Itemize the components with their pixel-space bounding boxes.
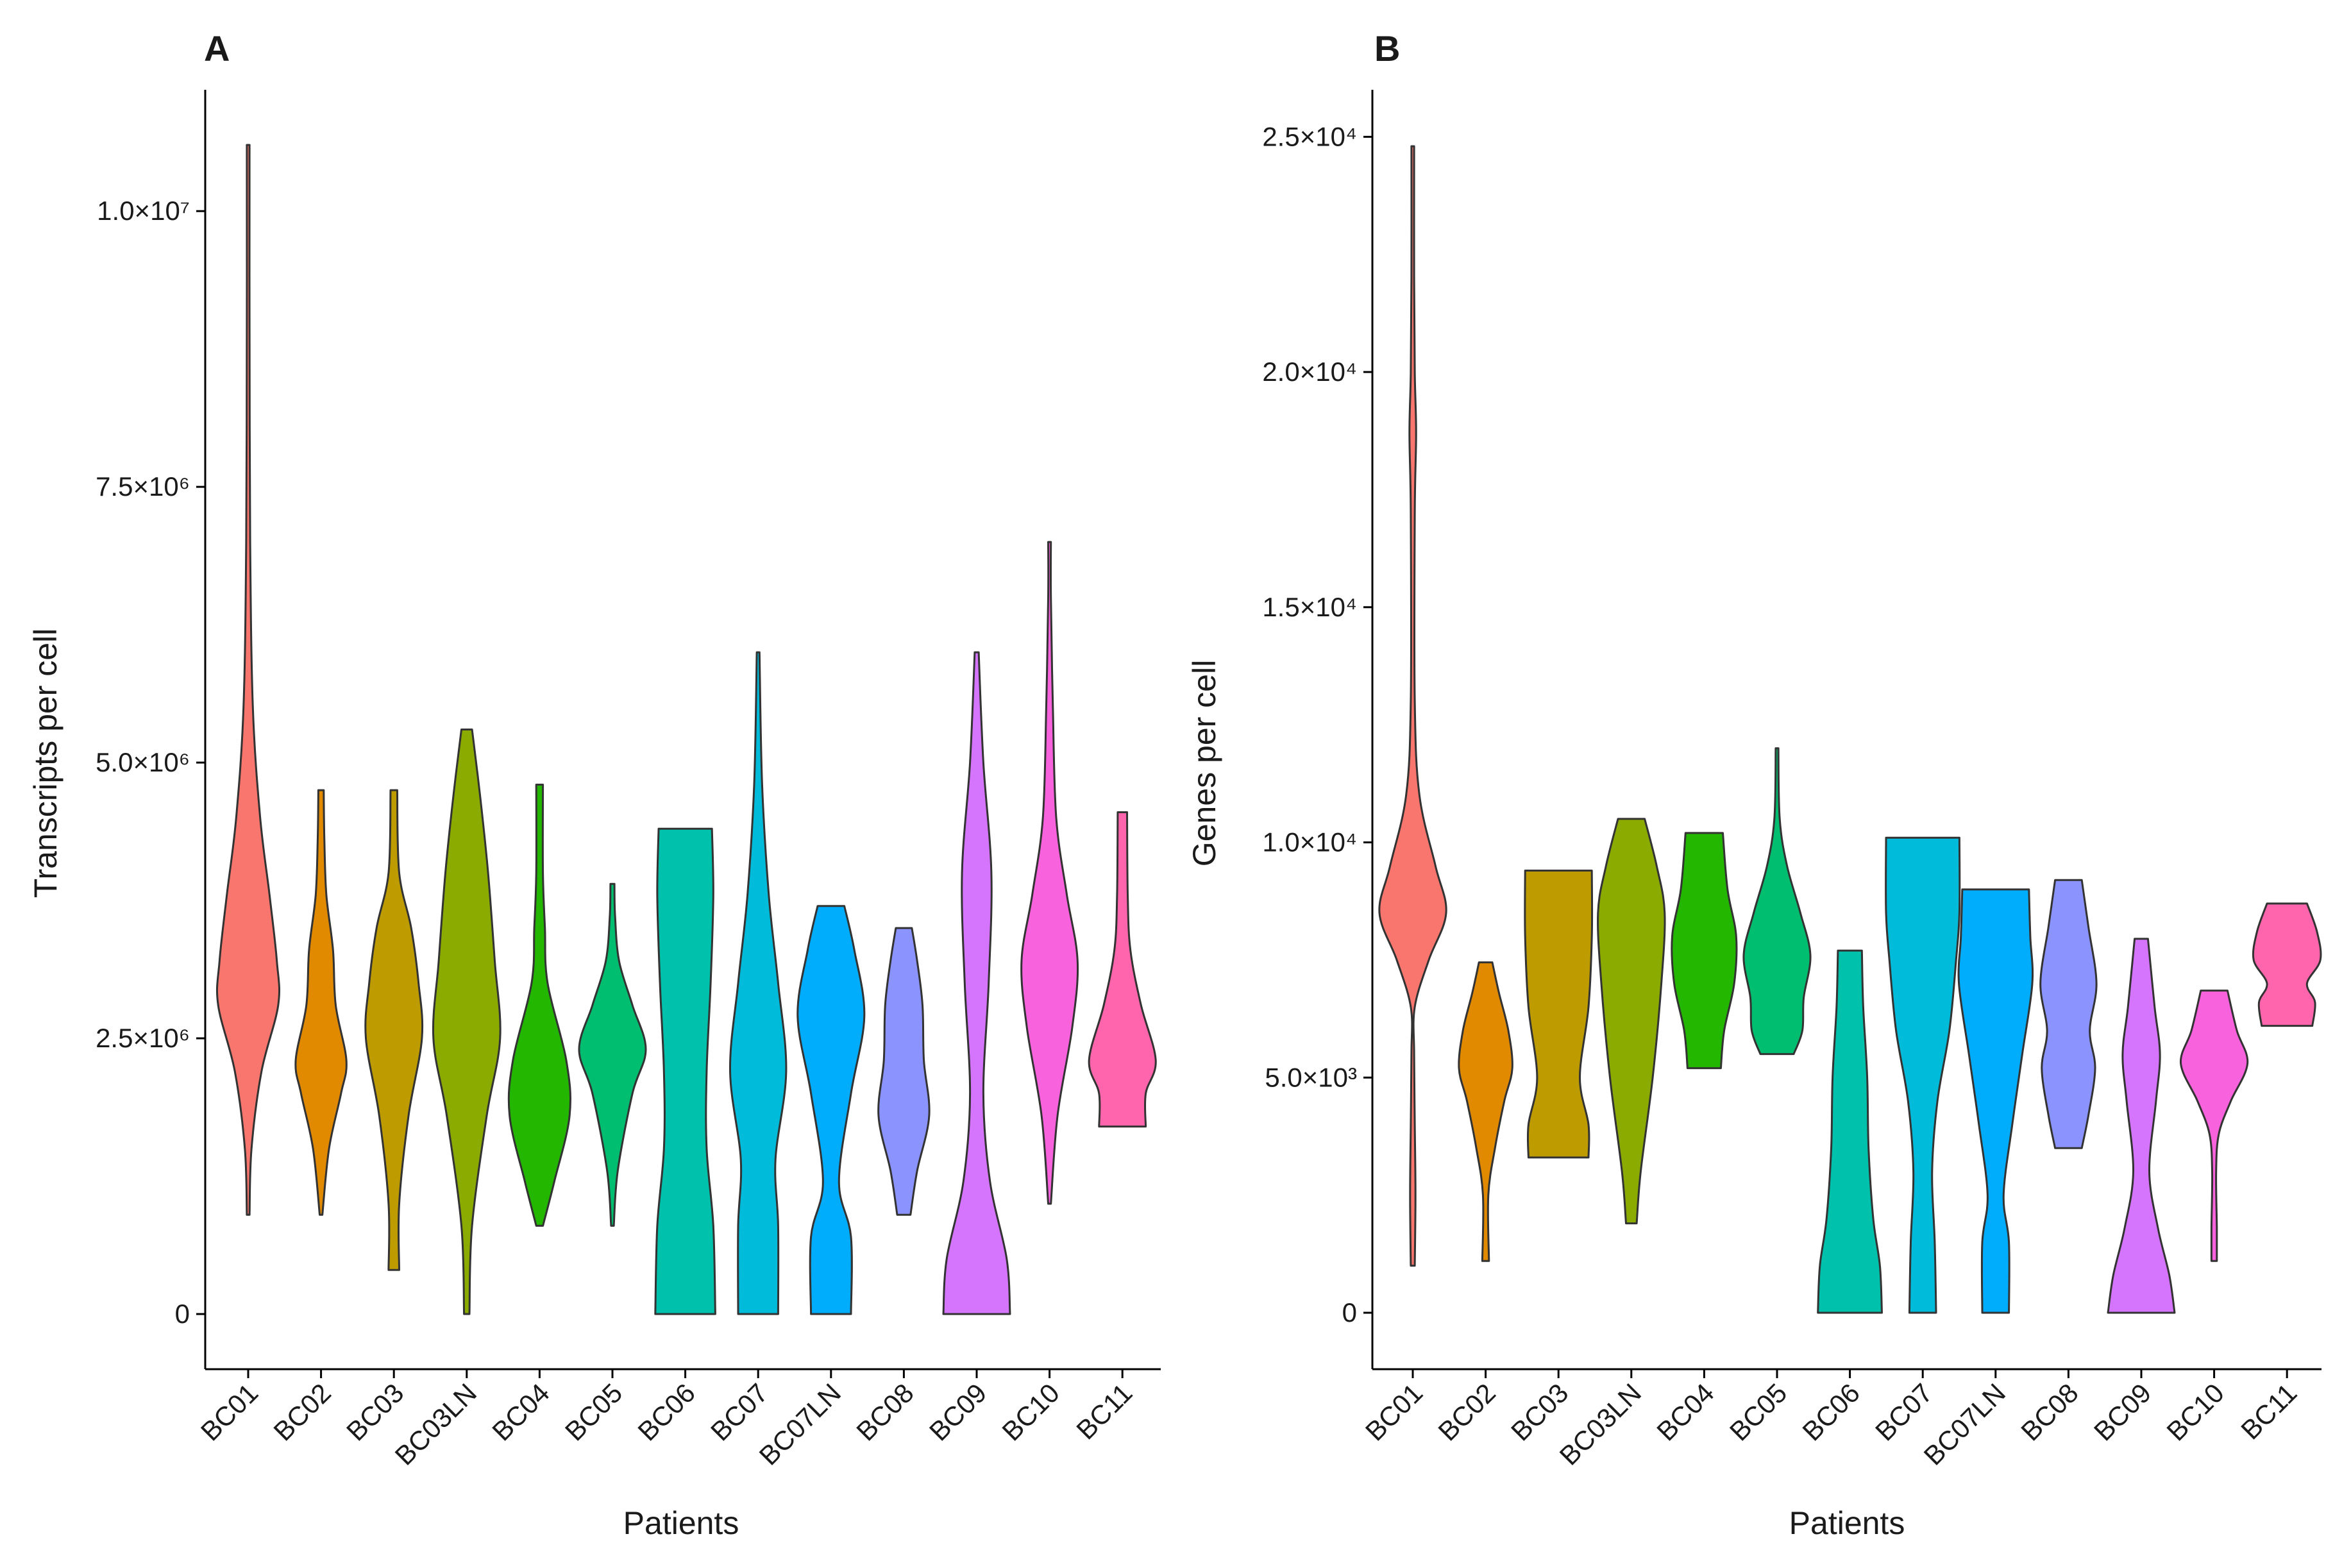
violin-bc08 bbox=[2039, 879, 2098, 1149]
violin-bc01 bbox=[215, 144, 281, 1216]
panel-a-x-tick-label: BC10 bbox=[996, 1378, 1065, 1447]
violin-bc05 bbox=[1742, 747, 1812, 1056]
panel-b-x-tick-label: BC04 bbox=[1651, 1378, 1720, 1447]
violin-bc03ln bbox=[432, 729, 501, 1315]
panel-b-y-tick-label: 2.0×10⁴ bbox=[1262, 357, 1357, 387]
panel-a-y-axis-title: Transcripts per cell bbox=[28, 628, 63, 898]
violin-bc04 bbox=[507, 784, 572, 1227]
panel-b-x-tick-label: BC08 bbox=[2015, 1378, 2084, 1447]
panel-a-x-tick-label: BC01 bbox=[195, 1378, 264, 1447]
panel-a-x-tick-label: BC07 bbox=[705, 1378, 774, 1447]
panel-a-x-tick-label: BC07LN bbox=[754, 1378, 847, 1471]
panel-b-letter: B bbox=[1374, 28, 1400, 69]
violin-bc02 bbox=[1458, 961, 1513, 1262]
violin-bc02 bbox=[294, 789, 348, 1216]
panel-b-x-tick-label: BC07 bbox=[1869, 1378, 1939, 1447]
panel-b-y-tick-label: 1.0×10⁴ bbox=[1262, 827, 1357, 857]
violin-bc07 bbox=[729, 651, 788, 1315]
violin-bc06 bbox=[1817, 949, 1883, 1314]
violin-bc06 bbox=[654, 827, 716, 1315]
panel-a-x-axis-title: Patients bbox=[623, 1505, 739, 1541]
violin-bc07ln bbox=[796, 905, 866, 1315]
panel-b-x-tick-label: BC06 bbox=[1796, 1378, 1866, 1447]
panel-a-y-ticks: 0 2.5×10⁶ 5.0×10⁶ 7.5×10⁶ 1.0×10⁷ bbox=[96, 196, 205, 1329]
panel-a-x-tick-label: BC03 bbox=[341, 1378, 410, 1447]
panel-a-x-tick-label: BC08 bbox=[850, 1378, 920, 1447]
violin-bc03 bbox=[1524, 870, 1594, 1159]
panel-b-x-axis-title: Patients bbox=[1789, 1505, 1905, 1541]
panel-b-x-tick-label: BC11 bbox=[2235, 1378, 2302, 1445]
panel-b-y-tick-label: 1.5×10⁴ bbox=[1262, 592, 1357, 622]
panel-b-x-tick-label: BC03LN bbox=[1554, 1378, 1647, 1471]
violin-bc04 bbox=[1671, 832, 1738, 1070]
panel-a-x-tick-label: BC09 bbox=[923, 1378, 993, 1447]
violin-bc10 bbox=[2180, 990, 2249, 1262]
violin-bc11 bbox=[2252, 902, 2322, 1027]
violin-bc07ln bbox=[1957, 888, 2034, 1314]
panel-b-y-tick-label: 0 bbox=[1342, 1297, 1357, 1328]
violin-bc03ln bbox=[1597, 818, 1666, 1225]
panel-b-y-axis-title: Genes per cell bbox=[1186, 660, 1222, 866]
panel-b-x-tick-label: BC01 bbox=[1360, 1378, 1429, 1447]
panel-b-x-tick-label: BC03 bbox=[1505, 1378, 1574, 1447]
panel-a-x-tick-label: BC03LN bbox=[389, 1378, 482, 1471]
panel-a-violins bbox=[215, 144, 1157, 1315]
panel-a-x-tick-label: BC05 bbox=[559, 1378, 628, 1447]
violin-bc09 bbox=[2107, 938, 2176, 1314]
violin-bc10 bbox=[1020, 541, 1079, 1205]
panel-a-letter: A bbox=[204, 28, 230, 69]
panel-b-y-tick-label: 2.5×10⁴ bbox=[1262, 121, 1357, 151]
panel-a-y-tick-label: 2.5×10⁶ bbox=[96, 1023, 190, 1053]
panel-a-y-tick-label: 7.5×10⁶ bbox=[96, 471, 190, 502]
panel-a: A 0 2.5×10⁶ 5.0×10⁶ 7.5×10⁶ 1.0×10⁷ BC01 BC02… bbox=[28, 28, 1161, 1541]
panel-b-x-tick-label: BC07LN bbox=[1918, 1378, 2011, 1471]
violin-bc07 bbox=[1885, 836, 1961, 1314]
violin-bc03 bbox=[364, 789, 424, 1271]
panel-a-y-tick-label: 0 bbox=[175, 1299, 190, 1329]
panel-a-x-tick-label: BC04 bbox=[486, 1378, 555, 1447]
panel-a-y-tick-label: 5.0×10⁶ bbox=[96, 747, 190, 777]
panel-a-x-tick-label: BC06 bbox=[632, 1378, 701, 1447]
panel-b-x-tick-label: BC09 bbox=[2088, 1378, 2157, 1447]
panel-b-x-tick-label: BC10 bbox=[2161, 1378, 2230, 1447]
panel-a-x-tick-label: BC02 bbox=[267, 1378, 337, 1447]
violin-bc05 bbox=[578, 882, 647, 1227]
panel-b-x-tick-label: BC02 bbox=[1432, 1378, 1501, 1447]
violin-bc09 bbox=[942, 651, 1011, 1315]
panel-b-y-ticks: 0 5.0×10³ 1.0×10⁴ 1.5×10⁴ 2.0×10⁴ 2.5×10⁴ bbox=[1262, 121, 1372, 1328]
violin-bc11 bbox=[1088, 811, 1157, 1128]
violin-bc01 bbox=[1378, 145, 1447, 1267]
panel-b-x-tick-label: BC05 bbox=[1724, 1378, 1793, 1447]
panel-b: B 0 5.0×10³ 1.0×10⁴ 1.5×10⁴ 2.0×10⁴ 2.5×10⁴ B… bbox=[1186, 28, 2322, 1541]
violin-bc08 bbox=[877, 927, 931, 1216]
panel-a-y-tick-label: 1.0×10⁷ bbox=[97, 196, 190, 226]
panel-a-x-tick-label: BC11 bbox=[1070, 1378, 1138, 1445]
panel-b-y-tick-label: 5.0×10³ bbox=[1265, 1062, 1357, 1092]
panel-b-violins bbox=[1378, 145, 2322, 1314]
